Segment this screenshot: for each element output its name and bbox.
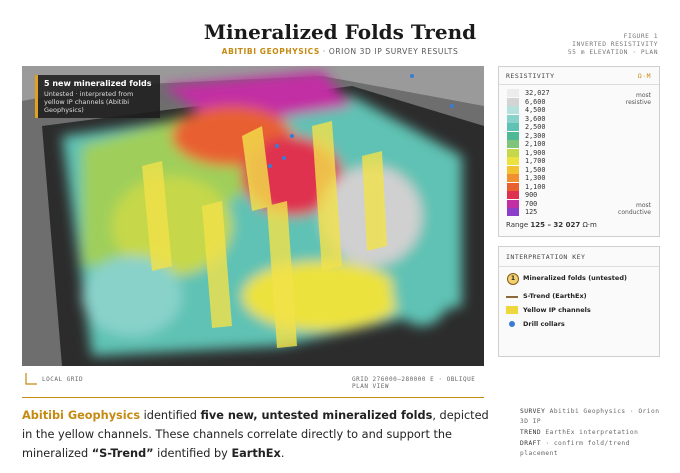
callout: 5 new mineralized folds Untested · inter… [35,75,160,118]
swatch-label: 32,027 [525,89,550,97]
callout-title: 5 new mineralized folds [44,79,152,88]
collar-icon [509,321,515,327]
figure-line: 55 m ELEVATION · PLAN [567,49,658,56]
top-note: most resistive [625,92,651,106]
bottom-note: most conductive [618,202,651,216]
swatch-label: 1,700 [525,157,546,165]
note-text: EarthEx interpretation [545,429,639,436]
subtitle: ABITIBI GEOPHYSICS · ORION 3D IP SURVEY … [0,47,680,56]
key-item: Drill collars [523,320,565,328]
brand: ABITIBI GEOPHYSICS [221,47,320,56]
range-label: Range [506,221,529,229]
swatch-label: 700 [525,199,538,208]
key-item: Mineralized folds (untested) [523,274,627,282]
swatch [507,182,519,191]
resistivity-legend: RESISTIVITY Ω·M most resistive most cond… [498,66,660,237]
swatch [507,140,519,148]
swatch [507,131,519,140]
callout-text: Untested · interpreted from yellow IP ch… [44,90,134,114]
note-text: Abitibi Geophysics · Orion 3D IP [520,408,660,425]
legend-unit: Ω·M [637,72,651,80]
swatch-label: 2,500 [525,123,546,131]
text-part: EarthEx [231,447,281,460]
key-item: S-Trend (EarthEx) [523,292,587,300]
swatch [507,208,519,216]
channel-icon [506,306,518,314]
text-part: identified by [153,447,232,460]
fold-icon: 1 [507,273,519,285]
swatch [507,157,519,165]
swatch-label: 1,300 [525,174,546,182]
range: Range 125 – 32 027 Ω·m [506,221,597,229]
note: TREND EarthEx interpretation [520,428,660,438]
text-part: identified [140,409,201,422]
swatch-label: 3,600 [525,114,546,123]
swatch [507,123,519,131]
swatch-label: 1,100 [525,182,546,191]
swatch [507,165,519,174]
swatch-label: 900 [525,191,538,199]
trend-icon [506,296,518,298]
swatch [507,106,519,114]
text-part: five new, untested mineralized folds [200,409,433,422]
swatch [507,114,519,123]
swatch-label: 1,500 [525,165,546,174]
note-key: SURVEY [520,408,546,415]
text-part: Abitibi Geophysics [22,409,141,422]
swatch-label: 1,900 [525,148,546,157]
map-image [22,66,484,366]
text-part: “S-Trend” [91,447,154,460]
key-title: INTERPRETATION KEY [506,253,586,261]
text-part: , depicted in the yellow channels. These… [22,409,489,460]
swatch-label: 4,500 [525,106,546,114]
note-key: DRAFT [520,440,542,447]
note-key: TREND [520,429,542,436]
note: DRAFT · confirm fold/trend placement [520,439,660,459]
interpretation-key: INTERPRETATION KEY 1 Mineralized folds (… [498,246,660,357]
note: SURVEY Abitibi Geophysics · Orion 3D IP [520,407,660,427]
swatch [507,148,519,157]
grid-note: GRID 276000–280000 E · OBLIQUE PLAN VIEW [352,376,476,390]
range-value: 125 – 32 027 [530,221,581,229]
notes: SURVEY Abitibi Geophysics · Orion 3D IP T… [520,407,660,460]
divider [499,84,659,85]
swatch-label: 2,100 [525,140,546,148]
swatch [507,89,519,97]
figure-line: FIGURE 1 [623,33,658,40]
range-unit: Ω·m [582,221,597,229]
swatch-label: 125 [525,208,538,216]
key-item: Yellow IP channels [523,306,591,314]
summary: Abitibi Geophysics identified five new, … [22,406,502,463]
axis-icon [25,373,37,385]
figure-line: INVERTED RESISTIVITY [572,41,658,48]
axis-label: LOCAL GRID [42,376,84,383]
legend-title: RESISTIVITY [506,72,555,80]
figure-note: FIGURE 1 INVERTED RESISTIVITY 55 m ELEVATI… [568,33,658,57]
swatch [507,97,519,106]
rule [22,397,484,398]
swatch [507,199,519,208]
text-part: . [280,447,285,460]
swatch-label: 6,600 [525,97,546,106]
swatch [507,174,519,182]
divider [499,266,659,267]
subtitle-rest: · ORION 3D IP SURVEY RESULTS [322,47,459,56]
note-text: · confirm fold/trend placement [520,440,630,457]
title: Mineralized Folds Trend [203,20,477,44]
swatch-label: 2,300 [525,131,546,140]
swatch [507,191,519,199]
